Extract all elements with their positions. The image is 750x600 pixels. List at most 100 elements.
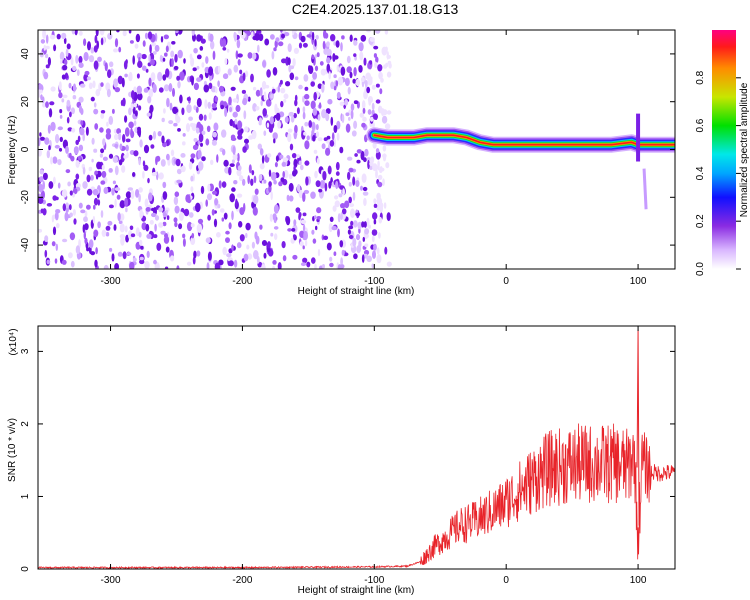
spectrogram-noise-speck [266,69,271,78]
spectrogram-noise-speck [341,208,347,215]
x-tick-label: -100 [364,276,384,287]
spectrogram-noise-speck [201,62,205,68]
spectrogram-noise-speck [143,87,149,93]
spectrogram-noise-speck [138,187,143,193]
spectrogram-noise-speck [311,121,316,131]
spectrogram-noise-speck [377,64,383,72]
spectrogram-noise-speck [80,83,86,88]
spectrogram-noise-speck [283,99,287,103]
spectrogram-noise-speck [65,169,71,174]
spectrogram-noise-speck [86,188,93,196]
spectrogram-noise-speck [164,266,169,269]
spectrogram-noise-speck [142,160,146,167]
spectrogram-noise-speck [94,123,99,130]
spectrogram-noise-speck [62,64,68,71]
spectrogram-noise-speck [324,182,328,192]
spectrogram-noise-speck [351,130,357,137]
spectrogram-noise-speck [353,253,358,260]
page-title: C2E4.2025.137.01.18.G13 [291,1,459,17]
spectrogram-noise-speck [280,30,283,33]
spectrogram-noise-speck [274,162,278,168]
spectrogram-noise-speck [212,50,216,60]
spectrogram-noise-speck [95,247,98,255]
spectrogram-noise-speck [288,182,294,192]
spectrogram-noise-speck [146,233,152,239]
spectrogram-noise-speck [263,91,267,101]
spectrogram-noise-speck [125,234,129,243]
spectrogram-noise-speck [174,191,180,197]
spectrogram-noise-speck [344,99,349,106]
spectrogram-noise-speck [242,146,247,153]
spectrogram-noise-speck [119,234,126,239]
spectrogram-noise-speck [273,47,277,52]
spectrogram-spike [642,168,648,210]
spectrogram-noise-speck [118,46,122,53]
spectrogram-noise-speck [290,115,295,123]
spectrogram-noise-speck [346,66,352,73]
spectrogram-noise-speck [58,147,63,152]
spectrogram-noise-speck [128,107,132,116]
x-tick-label: -300 [101,276,121,287]
spectrogram-noise-speck [75,160,80,168]
spectrogram-noise-speck [239,69,243,75]
y-tick-label: 0 [20,566,31,572]
spectrogram-noise-speck [39,132,42,137]
spectrogram-noise-speck [263,130,267,136]
spectrogram-noise-speck [327,165,332,175]
spectrogram-noise-speck [107,32,113,40]
spectrogram-noise-speck [255,106,260,111]
spectrogram-noise-speck [49,101,55,106]
spectrogram-noise-speck [124,197,129,207]
spectrogram-noise-speck [173,196,179,206]
spectrogram-noise-speck [99,153,103,158]
spectrogram-noise-speck [287,57,291,66]
spectrogram-noise-speck [336,64,339,73]
spectrogram-noise-speck [245,232,248,239]
spectrogram-noise-speck [214,262,221,269]
spectrogram-noise-speck [135,189,140,198]
spectrogram-noise-speck [355,234,361,241]
spectrogram-noise-speck [158,206,164,213]
spectrogram-noise-speck [341,114,345,124]
spectrogram-noise-speck [65,145,69,154]
spectrogram-noise-speck [258,117,263,123]
spectrogram-noise-speck [139,239,143,246]
spectrogram-noise-speck [129,40,134,44]
spectrogram-noise-speck [177,81,181,89]
spectrogram-noise-speck [233,64,239,73]
spectrogram-noise-speck [293,165,296,171]
spectrogram-noise-speck [188,161,193,170]
spectrogram-noise-speck [315,124,319,131]
spectrogram-noise-speck [302,192,306,202]
spectrogram-noise-speck [119,223,125,233]
spectrogram-noise-speck [139,259,145,265]
spectrogram-noise-speck [371,235,375,242]
spectrogram-noise-speck [67,181,71,187]
spectrogram-noise-speck [371,263,375,269]
spectrogram-noise-speck [296,107,300,115]
spectrogram-noise-speck [214,198,219,206]
spectrogram-noise-speck [263,252,267,259]
spectrogram-noise-speck [59,51,65,61]
spectrogram-noise-speck [318,188,323,193]
spectrogram-noise-speck [348,225,354,230]
spectrogram-noise-speck [218,180,222,189]
spectrogram-noise-speck [382,145,387,152]
spectrogram-noise-speck [242,72,246,81]
spectrogram-noise-speck [353,100,359,105]
spectrogram-noise-speck [101,164,105,170]
spectrogram-noise-speck [215,86,218,94]
spectrogram-noise-speck [231,210,234,221]
spectrogram-noise-speck [314,39,317,47]
spectrogram-noise-speck [165,45,169,53]
spectrogram-noise-speck [195,106,199,113]
spectrogram-noise-speck [93,45,98,53]
spectrogram-noise-speck [117,132,122,141]
spectrogram-noise-speck [196,34,202,42]
spectrogram-noise-speck [44,137,50,145]
spectrogram-noise-speck [203,114,207,121]
spectrogram-noise-speck [377,174,383,180]
spectrogram-noise-speck [116,194,121,200]
spectrogram-noise-speck [56,223,60,229]
spectrogram-noise-speck [160,230,166,235]
